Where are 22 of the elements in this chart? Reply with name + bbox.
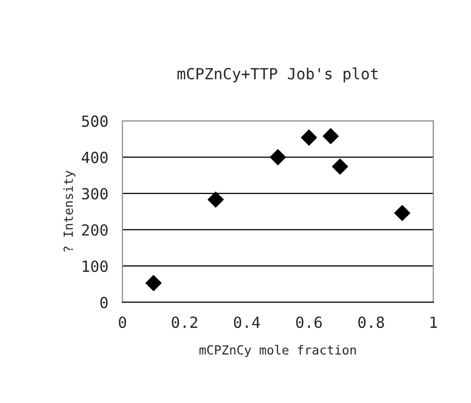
x-tick-label: 1 (430, 316, 437, 328)
point (208, 192, 224, 208)
x-tick-label: 0 (118, 316, 126, 328)
x-axis-title: mCPZnCy mole fraction (200, 344, 356, 358)
point (332, 158, 348, 175)
point (300, 130, 318, 146)
y-tick-label: 0 (100, 296, 108, 308)
y-tick-label: 200 (82, 224, 108, 236)
point (146, 274, 162, 292)
y-tick-label: 300 (82, 188, 108, 200)
y-axis-title: ? Intensity (63, 170, 76, 252)
y-tick-label: 500 (82, 115, 108, 127)
x-tick-label: 0.8 (358, 316, 384, 328)
x-tick-label: 0.6 (296, 316, 322, 328)
x-tick-label: 0.2 (172, 316, 198, 328)
y-tick-label: 100 (82, 260, 108, 272)
x-tick-label: 0.4 (234, 316, 260, 328)
y-tick-label: 400 (82, 152, 108, 164)
point (270, 149, 286, 166)
point (394, 204, 410, 222)
chart-title: mCPZnCy+TTP Job's plot (178, 68, 378, 82)
point (322, 128, 339, 144)
